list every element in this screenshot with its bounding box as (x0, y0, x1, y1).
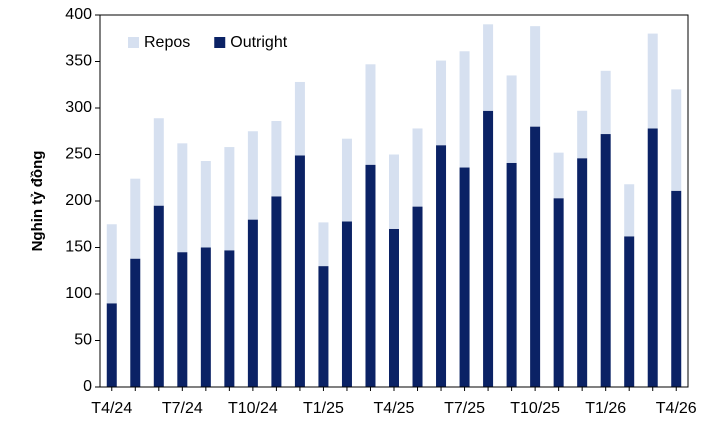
legend-swatch (128, 37, 139, 48)
bar-segment (271, 196, 282, 387)
y-tick-label: 300 (65, 99, 92, 116)
bar-segment (106, 303, 117, 387)
bar-segment (459, 51, 470, 168)
y-tick-label: 400 (65, 6, 92, 23)
bar-segment (506, 75, 517, 163)
legend-label: Outright (230, 34, 287, 51)
bar-segment (294, 155, 305, 387)
x-tick-label: T10/24 (228, 400, 278, 417)
bar-segment (224, 250, 235, 387)
bar-segment (671, 89, 682, 191)
bar-segment (577, 158, 588, 387)
bar-segment (530, 126, 541, 387)
bar-segment (200, 161, 211, 248)
bar-segment (177, 143, 188, 253)
bar-segment (200, 247, 211, 387)
bar-segment (624, 184, 635, 237)
x-tick-label: T4/26 (656, 400, 697, 417)
bar-segment (530, 26, 541, 127)
bar-segment (106, 224, 117, 304)
bar-segment (130, 178, 141, 259)
bar-segment (271, 121, 282, 197)
y-tick-label: 0 (83, 378, 92, 395)
bar-segment (506, 162, 517, 387)
bar-segment (177, 252, 188, 387)
bar-segment (600, 70, 611, 135)
bar-segment (341, 138, 352, 222)
bar-segment (624, 236, 635, 387)
x-tick-label: T4/25 (374, 400, 415, 417)
bar-segment (436, 145, 447, 387)
y-axis-label: Nghin tỷ đồng (29, 151, 46, 252)
bar-segment (553, 198, 564, 387)
x-tick-label: T4/24 (91, 400, 132, 417)
bar-segment (341, 221, 352, 387)
bar-segment (459, 167, 470, 387)
bar-segment (318, 222, 329, 267)
bar-segment (247, 131, 258, 220)
legend-swatch (214, 37, 226, 48)
bar-segment (412, 128, 423, 207)
bar-segment (247, 219, 258, 387)
bar-segment (600, 134, 611, 387)
bar-segment (647, 33, 658, 129)
bar-segment (153, 205, 164, 387)
bar-segment (130, 258, 141, 387)
y-tick-label: 100 (65, 285, 92, 302)
y-tick-label: 250 (65, 146, 92, 163)
bar-segment (153, 118, 164, 206)
x-tick-label: T10/25 (510, 400, 560, 417)
bar-segment (647, 128, 658, 387)
legend-label: Repos (144, 34, 190, 51)
bar-segment (412, 206, 423, 387)
bar-segment (365, 64, 376, 165)
x-tick-label: T7/25 (444, 400, 485, 417)
bar-segment (389, 228, 399, 387)
y-tick-label: 150 (65, 239, 92, 256)
bar-segment (389, 154, 399, 229)
bar-segment (577, 110, 588, 159)
bar-segment (294, 81, 305, 156)
bar-segment (483, 24, 494, 111)
bar-segment (483, 110, 494, 387)
bar-segment (553, 152, 564, 199)
x-tick-label: T1/25 (303, 400, 344, 417)
y-tick-label: 200 (65, 192, 92, 209)
bar-segment (318, 266, 329, 387)
bar-segment (671, 190, 682, 387)
bar-segment (224, 147, 235, 251)
x-tick-label: T7/24 (162, 400, 203, 417)
x-tick-label: T1/26 (585, 400, 626, 417)
bar-segment (436, 60, 447, 146)
y-tick-label: 50 (74, 332, 92, 349)
bar-segment (365, 164, 376, 387)
y-tick-label: 350 (65, 53, 92, 70)
